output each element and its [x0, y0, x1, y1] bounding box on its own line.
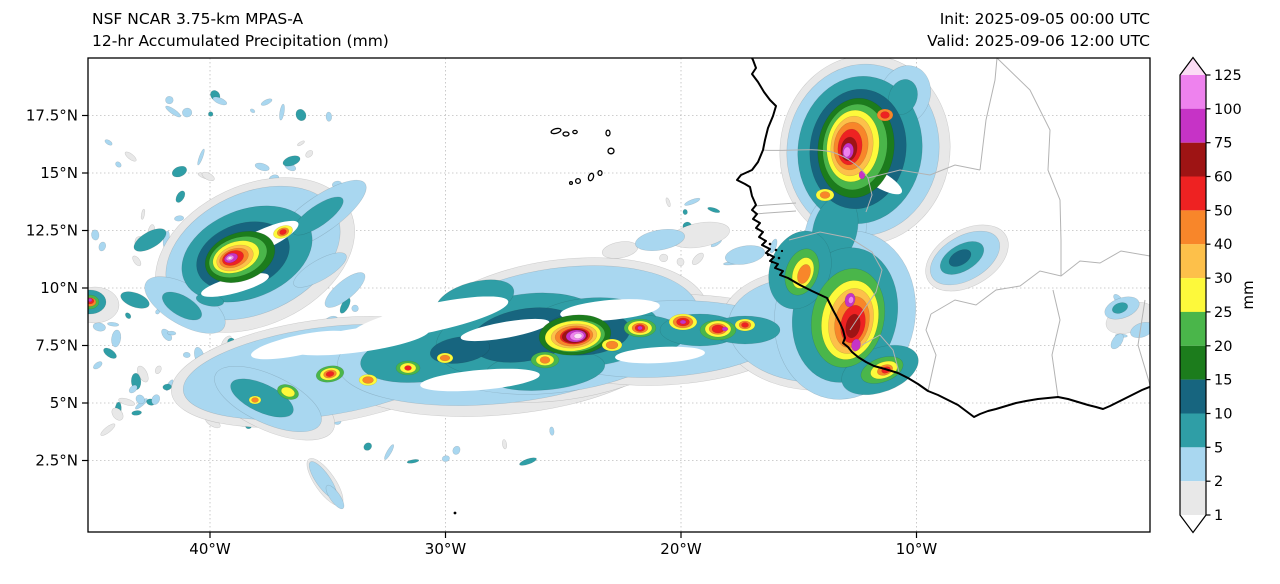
- colorbar-band: [1180, 379, 1206, 414]
- colorbar-tick-label: 100: [1214, 102, 1242, 118]
- colorbar-band: [1180, 210, 1206, 245]
- colorbar-tick-label: 60: [1214, 170, 1232, 186]
- colorbar-tick-label: 75: [1214, 136, 1232, 152]
- colorbar-tick-label: 50: [1214, 203, 1232, 219]
- colorbar-band: [1180, 413, 1206, 448]
- colorbar-extend-min: [1180, 515, 1206, 533]
- lon-axis-labels: 40°W 30°W 20°W 10°W: [189, 540, 937, 558]
- colorbar-tick-label: 2: [1214, 474, 1223, 490]
- map-frame: [87, 57, 1151, 533]
- init-time: Init: 2025-09-05 00:00 UTC: [940, 10, 1150, 28]
- lat-tick-label: 5°N: [50, 394, 78, 412]
- lon-tick-label: 40°W: [189, 540, 231, 558]
- cape-verde-islands: [550, 127, 615, 186]
- colorbar-tick-label: 30: [1214, 271, 1232, 287]
- small-islands: [453, 242, 784, 515]
- colorbar-tick-label: 10: [1214, 407, 1232, 423]
- colorbar-extend-max: [1180, 57, 1206, 75]
- colorbar-tick-label: 20: [1214, 339, 1232, 355]
- colorbar-tick-marks: [1206, 74, 1211, 516]
- colorbar-tick-label: 40: [1214, 237, 1232, 253]
- lon-tick-label: 30°W: [425, 540, 467, 558]
- axis-tick-marks: [82, 114, 918, 538]
- model-title: NSF NCAR 3.75-km MPAS-A: [92, 10, 304, 28]
- lat-tick-label: 12.5°N: [26, 222, 78, 240]
- map-content: [88, 58, 1150, 532]
- colorbar-band: [1180, 108, 1206, 143]
- colorbar-tick-label: 25: [1214, 305, 1232, 321]
- lat-tick-label: 7.5°N: [35, 337, 78, 355]
- lat-tick-label: 2.5°N: [35, 452, 78, 470]
- colorbar-band: [1180, 142, 1206, 177]
- precipitation-field: [88, 58, 1150, 510]
- lat-tick-label: 17.5°N: [26, 107, 78, 125]
- lat-tick-label: 10°N: [40, 279, 78, 297]
- colorbar-tick-label: 15: [1214, 373, 1232, 389]
- colorbar-band: [1180, 278, 1206, 312]
- colorbar: 125 100 75 60 50 40 30 25 20 15 10 5 2 1…: [1179, 56, 1257, 534]
- colorbar-band: [1180, 447, 1206, 482]
- colorbar-tick-label: 125: [1214, 68, 1242, 84]
- colorbar-tick-label: 5: [1214, 440, 1223, 456]
- colorbar-tick-label: 1: [1214, 508, 1223, 524]
- colorbar-unit-label: mm: [1239, 280, 1257, 309]
- valid-time: Valid: 2025-09-06 12:00 UTC: [927, 32, 1150, 50]
- colorbar-band: [1180, 345, 1206, 380]
- lat-tick-label: 15°N: [40, 164, 78, 182]
- colorbar-tick-labels: 125 100 75 60 50 40 30 25 20 15 10 5 2 1: [1214, 68, 1242, 524]
- product-title: 12-hr Accumulated Precipitation (mm): [92, 32, 389, 50]
- colorbar-band: [1180, 311, 1206, 346]
- lon-tick-label: 20°W: [660, 540, 702, 558]
- colorbar-band: [1180, 176, 1206, 211]
- colorbar-band: [1180, 481, 1206, 515]
- lon-tick-label: 10°W: [896, 540, 938, 558]
- country-borders: [753, 58, 1150, 398]
- colorbar-band: [1180, 244, 1206, 279]
- coastline: [736, 58, 1150, 418]
- lat-axis-labels: 17.5°N 15°N 12.5°N 10°N 7.5°N 5°N 2.5°N: [26, 107, 78, 470]
- colorbar-band: [1180, 75, 1206, 109]
